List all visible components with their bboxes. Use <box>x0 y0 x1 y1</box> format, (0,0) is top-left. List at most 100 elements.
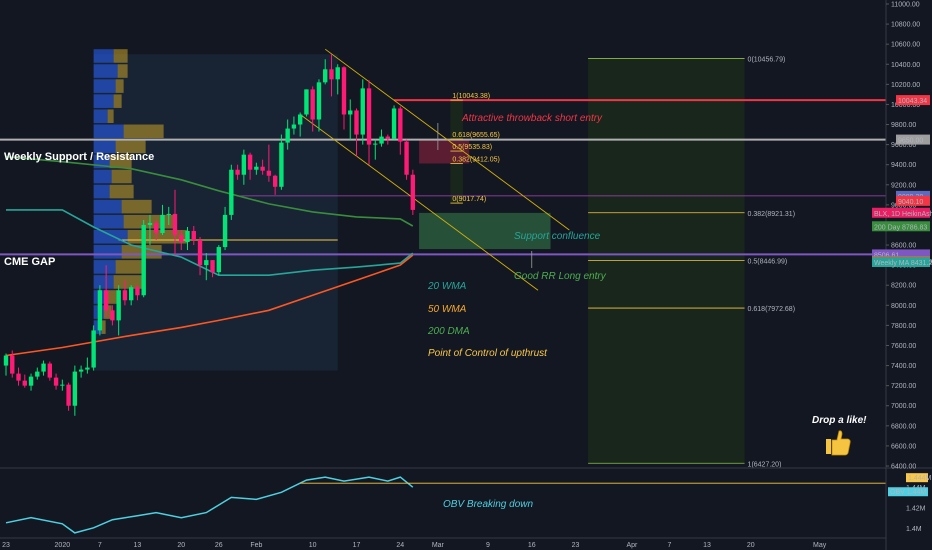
candle-body-5 <box>35 371 40 377</box>
legend-200dma: 200 DMA <box>427 326 470 337</box>
candle-body-10 <box>66 384 71 406</box>
candle-body-40 <box>254 166 259 170</box>
time-tick-0: 23 <box>2 542 10 549</box>
vp-bar-down-6 <box>115 139 146 154</box>
candle-body-41 <box>260 166 265 171</box>
vp-bar-down-0 <box>113 49 128 63</box>
time-tick-2: 7 <box>98 542 102 549</box>
price-tick-17: 9800.00 <box>891 122 916 129</box>
fib-lower-label-0: 0(10456.79) <box>748 57 786 64</box>
price-badge-bg-3 <box>896 195 930 206</box>
price-tick-13: 9000.00 <box>891 202 916 209</box>
price-axis[interactable]: 6400.00 6600.00 6800.00 7000.00 7200.00 7400.… <box>872 0 932 550</box>
drop-like-text: Drop a like! <box>812 415 867 426</box>
obv-tick-1: 1.42M <box>906 506 926 513</box>
candle-body-15 <box>97 290 103 331</box>
time-tick-14: Apr <box>626 542 638 549</box>
candle-body-4 <box>28 376 34 386</box>
price-badge-bg-8 <box>872 256 930 267</box>
candle-body-6 <box>41 363 46 372</box>
candle-body-9 <box>60 384 65 386</box>
candle-body-26 <box>166 213 171 215</box>
vp-bar-down-15 <box>113 275 144 289</box>
price-tick-16: 9600.00 <box>891 142 916 149</box>
vp-bar-down-10 <box>121 199 152 214</box>
channel-upper <box>324 48 570 231</box>
projection-box-right <box>588 58 745 464</box>
vp-bar-up-3 <box>93 94 114 108</box>
candle-body-13 <box>85 367 90 370</box>
candle-body-55 <box>348 110 353 115</box>
fib-upper-label-4: 0(9017.74) <box>452 196 486 203</box>
vp-bar-down-8 <box>111 169 132 184</box>
candle-body-3 <box>22 380 27 386</box>
candle-body-31 <box>197 240 203 266</box>
time-tick-5: 26 <box>215 542 223 549</box>
time-tick-6: Feb <box>250 542 262 549</box>
vp-bar-up-0 <box>93 49 114 63</box>
price-badge-8: Weekly MA 8431.25 <box>874 260 932 267</box>
price-tick-4: 7200.00 <box>891 383 916 390</box>
fib-upper-label-2: 0.5(9535.83) <box>452 144 492 151</box>
price-badge-bg-0 <box>896 95 930 106</box>
candle-body-39 <box>247 154 253 170</box>
candle-body-37 <box>235 169 240 175</box>
candle-body-64 <box>404 141 409 175</box>
candle-body-20 <box>128 287 134 301</box>
candle-body-53 <box>335 67 340 80</box>
candle-body-30 <box>191 230 196 241</box>
vp-bar-down-5 <box>123 124 164 139</box>
candle-body-36 <box>229 169 234 215</box>
time-tick-11: 9 <box>486 542 490 549</box>
vp-bar-down-9 <box>109 184 134 199</box>
price-tick-21: 10600.00 <box>891 42 920 49</box>
vp-bar-up-10 <box>93 199 122 214</box>
channel-lower <box>299 114 539 291</box>
candle-body-63 <box>398 108 403 142</box>
candle-body-45 <box>285 128 290 143</box>
price-tick-3: 7000.00 <box>891 403 916 410</box>
vp-bar-up-1 <box>93 64 118 78</box>
candle-body-35 <box>222 214 228 248</box>
vp-bar-up-4 <box>93 109 108 124</box>
candles <box>3 54 416 416</box>
candle-body-58 <box>366 88 372 145</box>
vp-bar-down-2 <box>115 79 124 93</box>
vp-bar-down-7 <box>109 154 132 169</box>
candle-body-44 <box>279 142 284 187</box>
candle-body-57 <box>360 88 365 135</box>
ma-line-0 <box>6 209 414 277</box>
price-badge-4: BLX, 1D HeikinAshi 9039.74 <box>874 211 932 218</box>
obv-tick-0: 1.4M <box>906 526 922 533</box>
vp-bar-down-16 <box>107 290 118 304</box>
candle-body-46 <box>291 124 297 129</box>
candle-body-28 <box>179 235 184 243</box>
vp-bar-up-15 <box>93 275 114 289</box>
price-tick-1: 6600.00 <box>891 443 916 450</box>
time-axis[interactable]: 23 2020 7 13 20 26 Feb 10 17 24 Mar 9 16 23 Apr 7 13 20 Ma… <box>0 537 886 549</box>
candle-body-50 <box>316 82 322 120</box>
candle-body-54 <box>341 67 347 115</box>
vp-bar-down-17 <box>103 305 112 319</box>
candle-body-11 <box>72 371 78 406</box>
candle-body-59 <box>373 143 378 145</box>
price-tick-23: 11000.00 <box>891 2 920 9</box>
price-badge-1: 9650.00 <box>898 138 923 145</box>
price-tick-8: 8000.00 <box>891 303 916 310</box>
price-tick-18: 10000.00 <box>891 102 920 109</box>
legend-50wma: 50 WMA <box>428 304 467 315</box>
long-entry-annotation: Good RR Long entry <box>514 271 607 282</box>
candle-body-65 <box>410 174 416 210</box>
price-badge-bg-1 <box>896 134 930 145</box>
price-badge-5: 200 Day 8786.83 <box>874 224 927 231</box>
vp-bar-up-11 <box>93 214 124 229</box>
time-tick-4: 20 <box>177 542 185 549</box>
legend-20wma: 20 WMA <box>427 281 467 292</box>
candle-body-21 <box>135 287 140 296</box>
vp-bar-up-18 <box>93 320 102 334</box>
price-tick-14: 9200.00 <box>891 182 916 189</box>
candle-body-2 <box>16 373 21 381</box>
price-badge-6: 8506.61 <box>874 252 899 259</box>
